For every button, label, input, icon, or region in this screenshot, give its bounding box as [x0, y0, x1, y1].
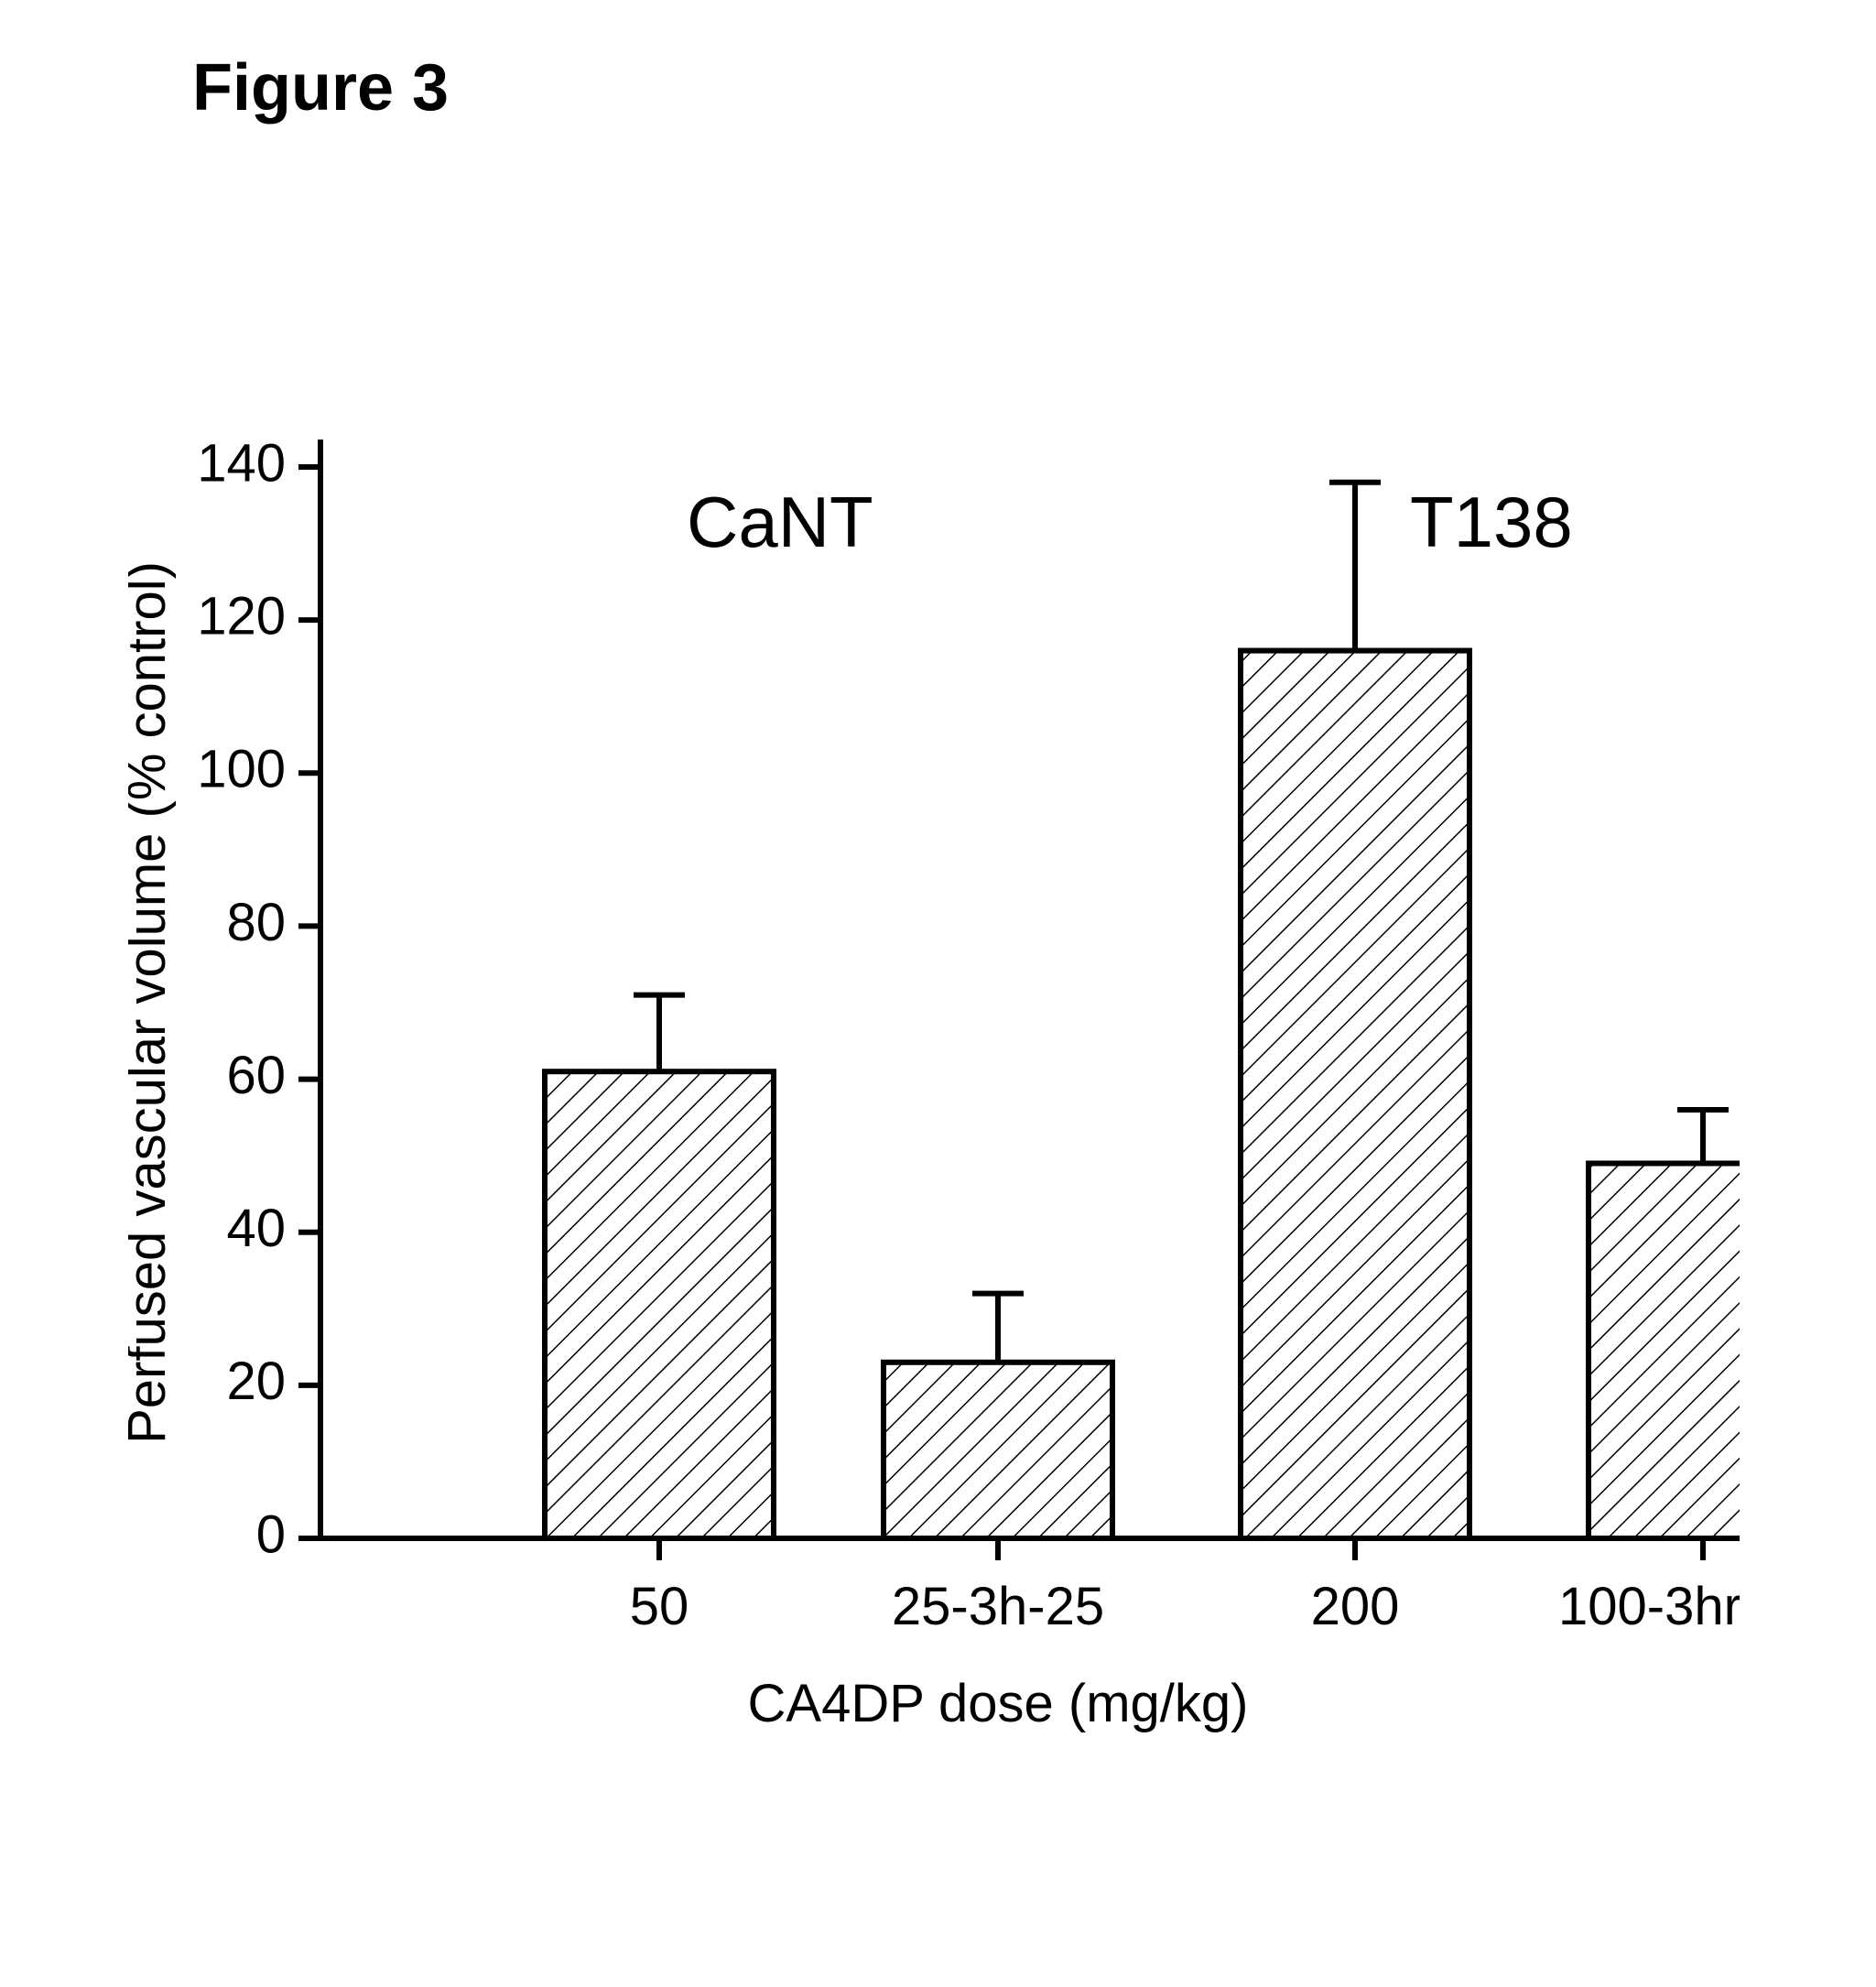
- group-label: CaNT: [687, 482, 873, 562]
- x-tick-label: 100-3hr-100: [1558, 1577, 1740, 1636]
- y-tick-label: 100: [197, 740, 286, 799]
- y-tick-label: 120: [197, 586, 286, 646]
- x-tick-label: 25-3h-25: [892, 1577, 1104, 1636]
- y-tick-label: 60: [226, 1046, 286, 1105]
- y-tick-label: 80: [226, 893, 286, 952]
- group-label: T138: [1410, 482, 1573, 562]
- y-tick-label: 20: [226, 1352, 286, 1411]
- page: Figure 3 0 20 40 60 80 100 120 140 50 25-3h-25 200…: [0, 0, 1876, 1987]
- y-axis-label: Perfused vascular volume (% control): [128, 561, 177, 1444]
- x-tick-label: 50: [630, 1577, 689, 1636]
- y-tick-label: 0: [256, 1504, 286, 1564]
- y-tick-label: 40: [226, 1199, 286, 1258]
- y-tick-label: 140: [197, 433, 286, 493]
- bar-chart: 0 20 40 60 80 100 120 140 50 25-3h-25 200 100-3hr-1…: [128, 375, 1740, 1932]
- x-axis-label: CA4DP dose (mg/kg): [748, 1674, 1249, 1733]
- figure-title: Figure 3: [192, 50, 449, 125]
- x-tick-label: 200: [1311, 1577, 1400, 1636]
- chart-container: 0 20 40 60 80 100 120 140 50 25-3h-25 200 100-3hr-1…: [128, 375, 1740, 1932]
